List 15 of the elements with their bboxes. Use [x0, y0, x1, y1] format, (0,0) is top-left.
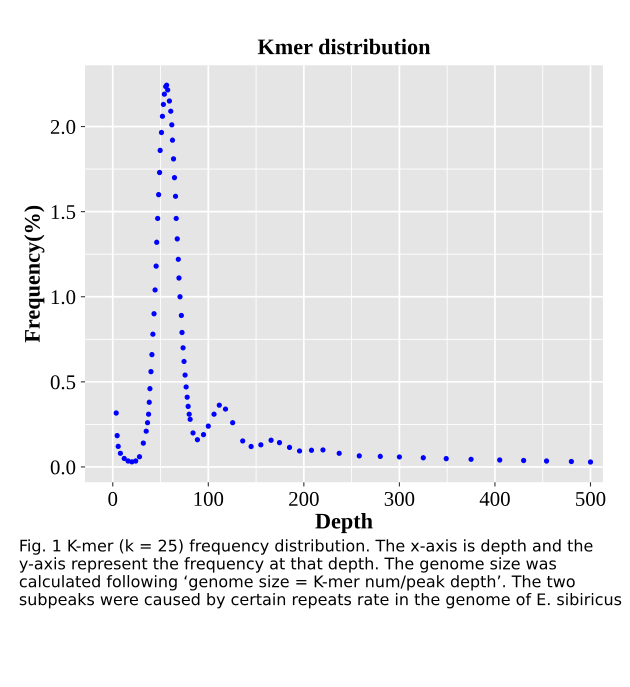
x-tick-label: 400	[480, 492, 510, 506]
x-tick-label: 200	[289, 492, 319, 506]
x-tick-label: 100	[194, 492, 224, 506]
y-tick-label: 1.5	[52, 205, 76, 220]
x-tick-label: 300	[384, 492, 414, 506]
y-tick-label: 0.5	[50, 375, 76, 390]
x-tick-label: 0	[108, 492, 118, 506]
y-tick-label: 0.0	[50, 460, 76, 474]
y-tick-label: 2.0	[50, 120, 76, 134]
y-tick-label: 1.0	[52, 290, 76, 304]
y-axis-title: Frequency(%)	[24, 206, 44, 342]
x-axis-title: Depth	[315, 512, 373, 534]
x-tick-label: 500	[576, 492, 606, 506]
caption: Fig. 1 K-mer (k = 25) frequency distribution. The x-axis is depth and the y-axis represent the frequency at that depth. The genome size was calculated following ‘genome size = K-mer num/peak depth’. The two subpeaks were caused by certain repeats rate in the genome of E. sibiricus	[19, 539, 622, 608]
chart-title: Kmer distribution	[258, 38, 430, 54]
